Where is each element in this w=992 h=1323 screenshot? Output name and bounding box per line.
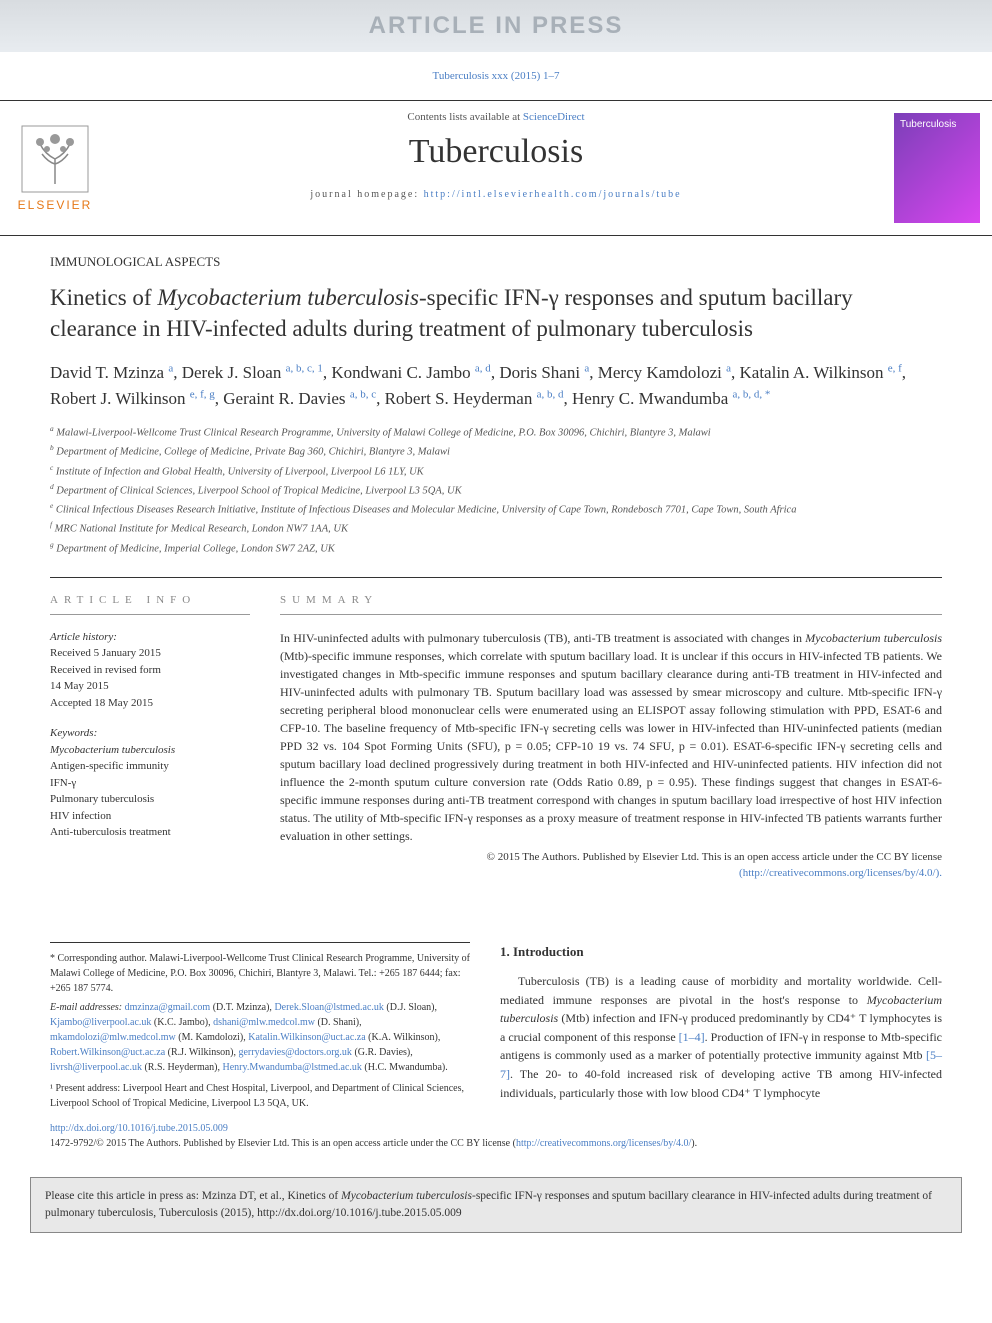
corresponding-author-block: * Corresponding author. Malawi-Liverpool… [50, 942, 470, 1111]
introduction-column: 1. Introduction Tuberculosis (TB) is a l… [500, 942, 942, 1111]
article-history: Article history: Received 5 January 2015… [50, 629, 250, 712]
history-label: Article history: [50, 629, 250, 646]
publisher-logo: ELSEVIER [0, 101, 110, 235]
homepage-prefix: journal homepage: [310, 189, 423, 200]
summary-heading: SUMMARY [280, 594, 942, 615]
email-link[interactable]: Derek.Sloan@lstmed.ac.uk [274, 1002, 383, 1013]
email-link[interactable]: livrsh@liverpool.ac.uk [50, 1062, 142, 1073]
header-box: ELSEVIER Contents lists available at Sci… [0, 100, 992, 236]
contents-line: Contents lists available at ScienceDirec… [110, 111, 882, 123]
doi-link[interactable]: http://dx.doi.org/10.1016/j.tube.2015.05… [50, 1123, 228, 1134]
section-label: IMMUNOLOGICAL ASPECTS [50, 254, 942, 270]
email-link[interactable]: dmzinza@gmail.com [125, 1002, 211, 1013]
email-link[interactable]: Katalin.Wilkinson@uct.ac.za [248, 1032, 365, 1043]
ref-link[interactable]: [5–7] [500, 1048, 942, 1081]
main-content: IMMUNOLOGICAL ASPECTS Kinetics of Mycoba… [0, 236, 992, 882]
email-link[interactable]: Kjambo@liverpool.ac.uk [50, 1017, 151, 1028]
publisher-name: ELSEVIER [18, 198, 93, 212]
email-link[interactable]: gerrydavies@doctors.org.uk [238, 1047, 351, 1058]
article-info: ARTICLE INFO Article history: Received 5… [50, 594, 250, 882]
license-link[interactable]: (http://creativecommons.org/licenses/by/… [739, 867, 942, 879]
sciencedirect-link[interactable]: ScienceDirect [523, 111, 585, 123]
elsevier-tree-icon [20, 124, 90, 194]
footer-license-link[interactable]: http://creativecommons.org/licenses/by/4… [516, 1138, 691, 1149]
summary-text: In HIV-uninfected adults with pulmonary … [280, 629, 942, 845]
info-summary-row: ARTICLE INFO Article history: Received 5… [50, 577, 942, 882]
introduction-heading: 1. Introduction [500, 942, 942, 962]
email-link[interactable]: dshani@mlw.medcol.mw [213, 1017, 315, 1028]
corresponding-text: * Corresponding author. Malawi-Liverpool… [50, 951, 470, 996]
footer-block: http://dx.doi.org/10.1016/j.tube.2015.05… [0, 1111, 992, 1161]
in-press-banner: ARTICLE IN PRESS [0, 0, 992, 52]
homepage-link[interactable]: http://intl.elsevierhealth.com/journals/… [424, 189, 682, 200]
article-title: Kinetics of Mycobacterium tuberculosis-s… [50, 282, 942, 344]
header-center: Contents lists available at ScienceDirec… [110, 101, 882, 235]
cite-box: Please cite this article in press as: Mz… [30, 1177, 962, 1234]
lower-section: * Corresponding author. Malawi-Liverpool… [0, 942, 992, 1111]
article-info-heading: ARTICLE INFO [50, 594, 250, 615]
homepage-line: journal homepage: http://intl.elsevierhe… [110, 189, 882, 200]
email-link[interactable]: mkamdolozi@mlw.medcol.mw [50, 1032, 176, 1043]
affiliations: a Malawi-Liverpool-Wellcome Trust Clinic… [50, 423, 942, 557]
journal-cover: Tuberculosis [882, 101, 992, 235]
present-address-note: ¹ Present address: Liverpool Heart and C… [50, 1081, 470, 1111]
cover-thumbnail: Tuberculosis [894, 113, 980, 223]
keywords-label: Keywords: [50, 725, 250, 742]
cover-title: Tuberculosis [900, 119, 974, 130]
issn-text: 1472-9792/© 2015 The Authors. Published … [50, 1138, 516, 1149]
journal-name: Tuberculosis [110, 133, 882, 171]
keywords-block: Keywords: Mycobacterium tuberculosisAnti… [50, 725, 250, 841]
email-link[interactable]: Henry.Mwandumba@lstmed.ac.uk [223, 1062, 362, 1073]
issn-end: ). [691, 1138, 697, 1149]
introduction-text: Tuberculosis (TB) is a leading cause of … [500, 972, 942, 1102]
copyright-line: © 2015 The Authors. Published by Elsevie… [280, 849, 942, 882]
contents-prefix: Contents lists available at [407, 111, 522, 123]
email-link[interactable]: Robert.Wilkinson@uct.ac.za [50, 1047, 165, 1058]
top-citation: Tuberculosis xxx (2015) 1–7 [0, 52, 992, 100]
copyright-text: © 2015 The Authors. Published by Elsevie… [487, 851, 942, 863]
authors-list: David T. Mzinza a, Derek J. Sloan a, b, … [50, 360, 942, 411]
ref-link[interactable]: [1–4] [679, 1030, 705, 1044]
summary: SUMMARY In HIV-uninfected adults with pu… [280, 594, 942, 882]
